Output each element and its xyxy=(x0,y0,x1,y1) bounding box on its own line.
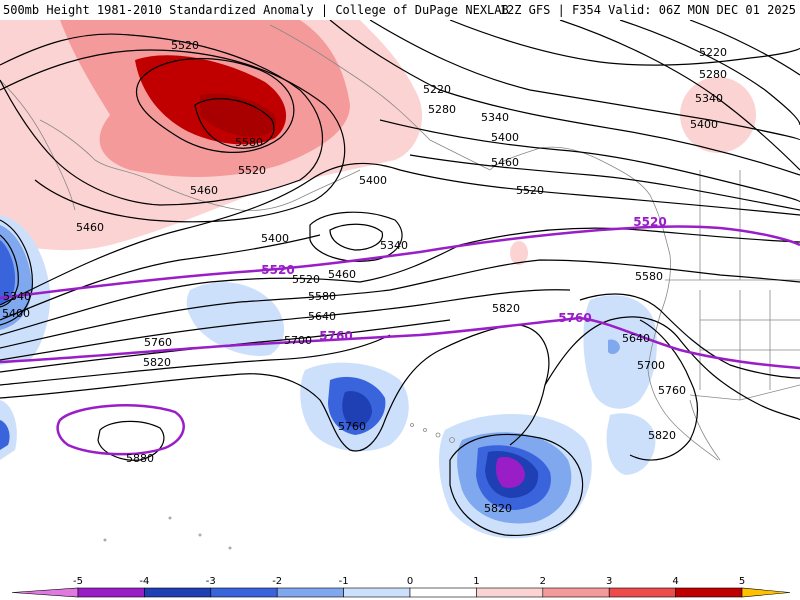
contour-label: 5520 xyxy=(292,273,320,286)
contour-label-5520: 5520 xyxy=(261,263,294,277)
contour-label-5760: 5760 xyxy=(558,311,591,325)
contour-label: 5340 xyxy=(481,111,509,124)
contour-label-5520: 5520 xyxy=(633,215,666,229)
colorbar-segment xyxy=(476,587,544,598)
colorbar-tick-label: 2 xyxy=(540,576,546,587)
colorbar-tick-label: 5 xyxy=(739,576,745,587)
contour-label-5760: 5760 xyxy=(319,329,352,343)
contour-label: 5760 xyxy=(338,420,366,433)
contour-label: 5820 xyxy=(492,302,520,315)
contour-label: 5520 xyxy=(238,164,266,177)
contour-label: 5220 xyxy=(423,83,451,96)
colorbar-segment xyxy=(276,587,344,598)
contour-label: 5340 xyxy=(380,239,408,252)
height-anomaly-map: 5520 5580 5520 5460 5460 5400 5400 5340 … xyxy=(0,20,800,573)
contour-label: 5760 xyxy=(144,336,172,349)
highlight-contours xyxy=(0,225,800,456)
contour-label: 5820 xyxy=(648,429,676,442)
contour-label: 5460 xyxy=(76,221,104,234)
colorbar-arrow-left xyxy=(11,587,79,598)
colorbar-tick-label: -3 xyxy=(206,576,216,587)
contour-label: 5220 xyxy=(699,46,727,59)
colorbar-segment xyxy=(77,587,145,598)
colorbar-tick-label: -5 xyxy=(73,576,83,587)
contour-label: 5280 xyxy=(428,103,456,116)
contour-label: 5340 xyxy=(695,92,723,105)
contour-label: 5400 xyxy=(690,118,718,131)
colorbar-tick-label: -2 xyxy=(272,576,282,587)
colorbar-tick-label: 0 xyxy=(407,576,413,587)
colorbar-tick-label: 1 xyxy=(473,576,479,587)
contour-label: 5640 xyxy=(308,310,336,323)
contour-label: 5880 xyxy=(126,452,154,465)
height-contours xyxy=(0,20,800,537)
contour-label: 5520 xyxy=(171,39,199,52)
colorbar-segment xyxy=(144,587,212,598)
contour-label: 5400 xyxy=(491,131,519,144)
contour-label: 5580 xyxy=(235,136,263,149)
contour-labels: 5520 5580 5520 5460 5460 5400 5400 5340 … xyxy=(2,39,727,515)
colorbar-tick-label: -1 xyxy=(339,576,349,587)
contour-label: 5580 xyxy=(635,270,663,283)
negative-anomaly-shading xyxy=(0,215,657,539)
contour-label: 5700 xyxy=(637,359,665,372)
colorbar-segment xyxy=(210,587,278,598)
colorbar-segment xyxy=(675,587,743,598)
contour-label: 5280 xyxy=(699,68,727,81)
map-title: 500mb Height 1981-2010 Standardized Anom… xyxy=(3,3,509,17)
contour-label: 5400 xyxy=(261,232,289,245)
colorbar-svg: -5 -4 -3 -2 -1 0 1 2 3 4 5 xyxy=(11,576,791,598)
colorbar-segment xyxy=(409,587,477,598)
colorbar-tick-label: 4 xyxy=(672,576,678,587)
colorbar-segment xyxy=(542,587,610,598)
contour-label: 5460 xyxy=(190,184,218,197)
contour-label: 5760 xyxy=(658,384,686,397)
model-run-info: 12Z GFS | F354 Valid: 06Z MON DEC 01 202… xyxy=(499,3,796,17)
colorbar-arrow-right xyxy=(741,587,791,598)
contour-label: 5520 xyxy=(516,184,544,197)
contour-label: 5820 xyxy=(143,356,171,369)
header: 500mb Height 1981-2010 Standardized Anom… xyxy=(0,0,800,20)
contour-label: 5640 xyxy=(622,332,650,345)
contour-label: 5580 xyxy=(308,290,336,303)
colorbar-segment xyxy=(343,587,411,598)
contour-label: 5460 xyxy=(491,156,519,169)
colorbar-tick-label: 3 xyxy=(606,576,612,587)
contour-label: 5340 xyxy=(3,290,31,303)
contour-label: 5400 xyxy=(2,307,30,320)
contour-label: 5700 xyxy=(284,334,312,347)
contour-label: 5400 xyxy=(359,174,387,187)
contour-label: 5820 xyxy=(484,502,512,515)
contour-label: 5460 xyxy=(328,268,356,281)
colorbar-tick-label: -4 xyxy=(139,576,149,587)
anomaly-colorbar: -5 -4 -3 -2 -1 0 1 2 3 4 5 xyxy=(0,573,800,600)
colorbar-segment xyxy=(608,587,676,598)
highlight-contour-labels: 5520 5520 5760 5760 xyxy=(261,215,666,343)
